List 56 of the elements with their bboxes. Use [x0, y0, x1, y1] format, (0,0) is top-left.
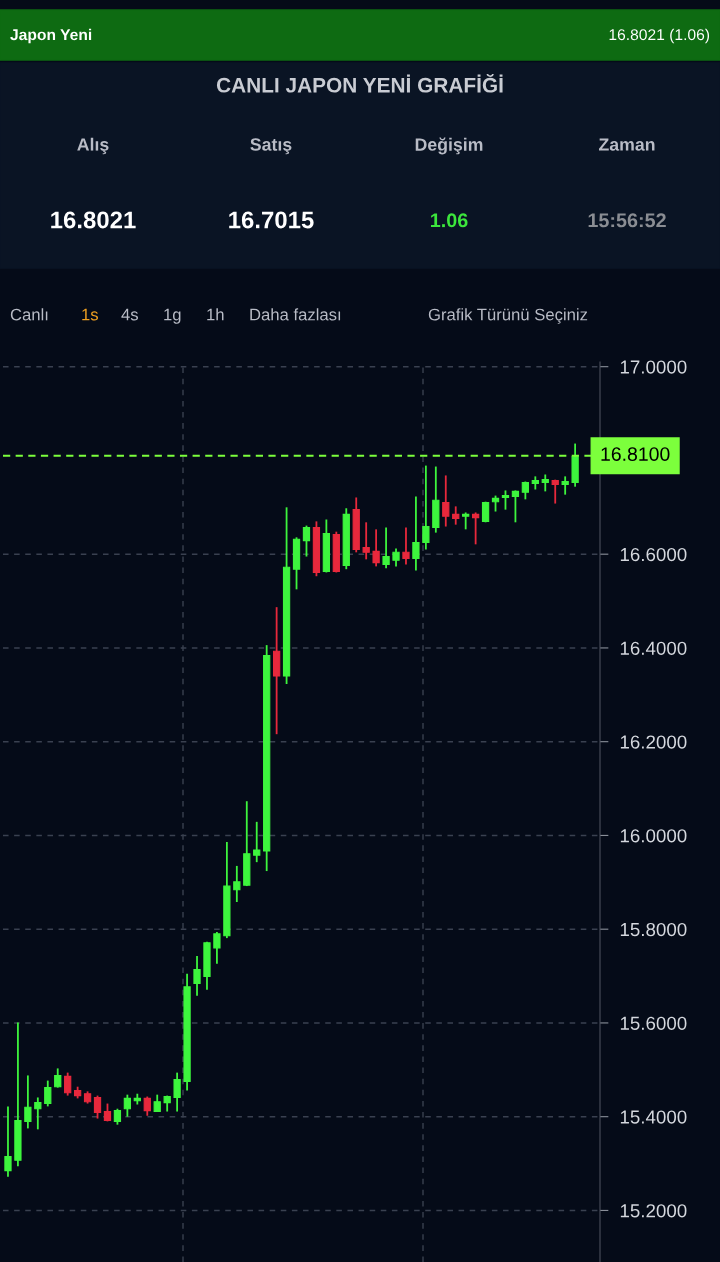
candlestick [34, 1096, 42, 1131]
text: 16.8021 [51, 211, 136, 229]
text: 1s [82, 308, 98, 321]
text: 1g [164, 308, 181, 324]
candlestick [382, 526, 390, 570]
text: Alış [77, 137, 109, 155]
candlestick [253, 820, 261, 864]
candlestick [412, 495, 420, 572]
y-tick-label: 15.4000 [620, 1110, 687, 1124]
candlestick [501, 489, 510, 511]
candlestick [462, 511, 470, 531]
candlestick [452, 505, 460, 526]
y-tick-label: 16.6000 [620, 547, 687, 562]
candlestick [173, 1071, 181, 1113]
chart-title: CANLI JAPON YENİ GRAFİĞİ [216, 74, 503, 93]
candlestick [54, 1067, 62, 1089]
y-tick-label: 15.8000 [620, 922, 687, 937]
candlestick [193, 955, 201, 997]
text: 16.7015 [229, 211, 314, 229]
candlestick [442, 474, 450, 528]
text: 15:56:52 [588, 213, 666, 228]
y-tick-label: 15.6000 [620, 1016, 687, 1030]
candlestick [233, 865, 241, 903]
text: Değişim [415, 137, 483, 155]
candlestick [93, 1094, 102, 1120]
text: Grafik Türünü Seçiniz [428, 308, 588, 324]
candlestick [402, 526, 410, 566]
ref-line-label: 16.8100 [601, 447, 670, 461]
y-tick-label: 16.2000 [620, 735, 687, 749]
text: Canlı [10, 308, 48, 321]
text: 16.8021 (1.06) [609, 28, 710, 44]
candlestick [511, 489, 520, 524]
candlestick [561, 475, 569, 496]
candlestick [471, 511, 480, 546]
candlestick [44, 1079, 52, 1108]
text: Daha fazlası [250, 308, 341, 321]
candlestick [362, 521, 370, 561]
candlestick [302, 524, 311, 558]
y-tick-label: 16.0000 [620, 829, 687, 843]
candlestick [213, 931, 221, 965]
text: Japon Yeni [10, 28, 92, 44]
text: Satış [250, 138, 292, 155]
y-tick-label: 17.0000 [620, 360, 687, 374]
text: 1.06 [430, 213, 468, 228]
text: 1h [207, 308, 224, 321]
candlestick [4, 1105, 12, 1178]
candlestick [422, 464, 430, 551]
text: 4s [121, 308, 138, 321]
candlestick [143, 1095, 151, 1117]
candlestick [372, 528, 380, 568]
y-tick-label: 16.4000 [620, 641, 687, 655]
candlestick [123, 1093, 132, 1118]
candlestick [64, 1071, 72, 1097]
y-tick-label: 15.2000 [620, 1204, 687, 1218]
text: Zaman [598, 138, 655, 151]
candlestick [24, 1074, 32, 1130]
